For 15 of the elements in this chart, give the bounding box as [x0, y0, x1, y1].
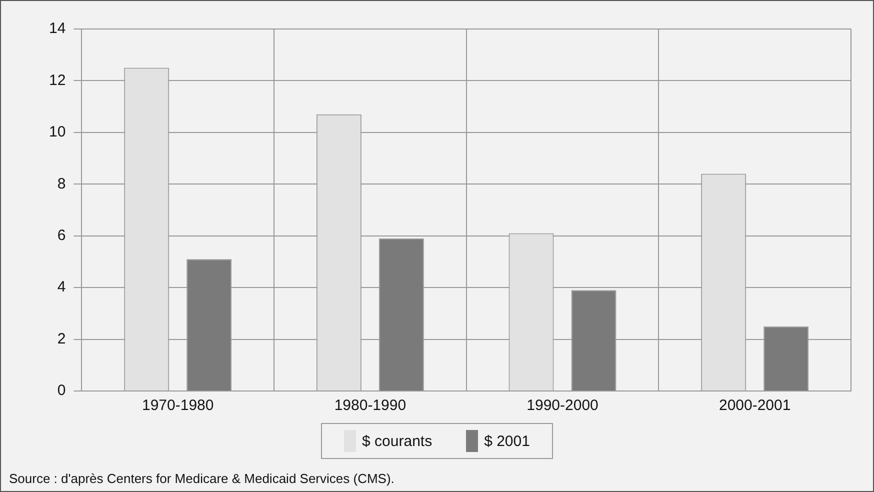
x-tick-label: 2000-2001 — [718, 397, 791, 414]
x-tick-label: 1970-1980 — [142, 397, 214, 414]
y-tick-label: 6 — [57, 227, 66, 244]
y-tick-label: 0 — [57, 382, 66, 400]
x-tick-label: 1980-1990 — [334, 397, 406, 414]
y-tick-label: 14 — [48, 20, 66, 38]
legend-label: $ 2001 — [484, 432, 530, 450]
y-tick-label: 12 — [48, 72, 66, 89]
y-tick-label: 4 — [57, 278, 66, 296]
legend-label: $ courants — [362, 432, 432, 450]
source-note: Source : d'après Centers for Medicare & Medicaid Services (CMS). — [9, 471, 394, 486]
y-tick-label: 8 — [57, 175, 66, 192]
y-tick-label: 2 — [57, 330, 66, 348]
x-tick-label: 1990-2000 — [526, 397, 598, 414]
y-tick-label: 10 — [48, 124, 66, 141]
